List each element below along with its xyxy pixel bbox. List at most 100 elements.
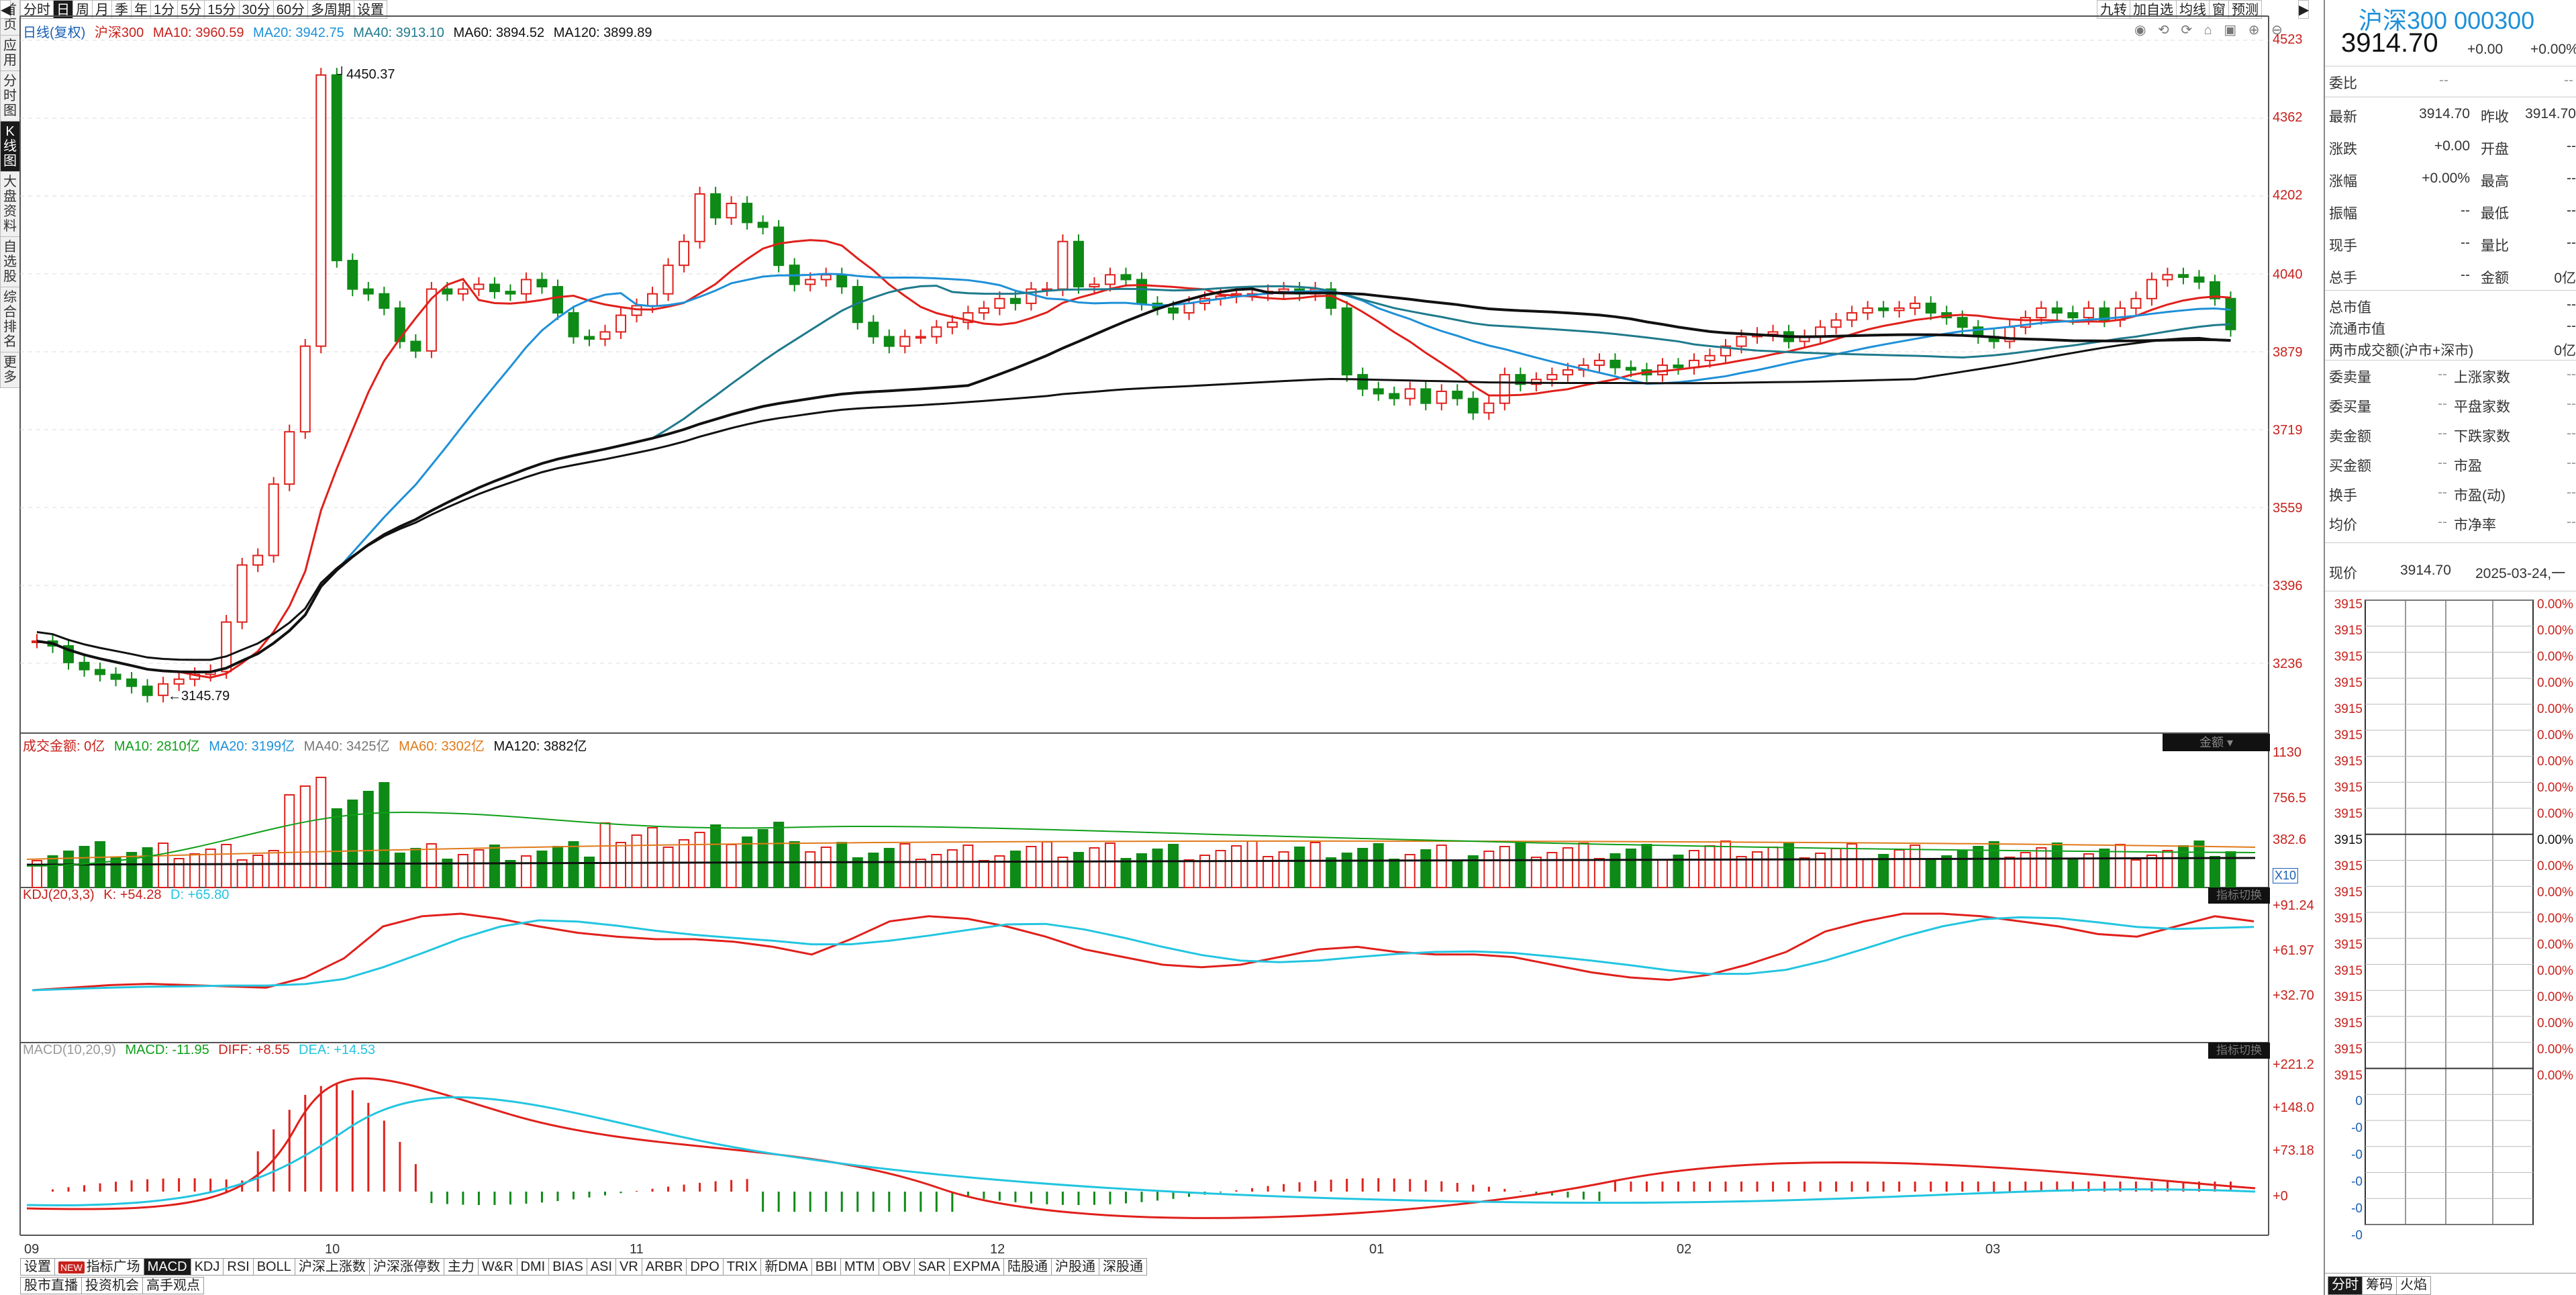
indicator-tab-16[interactable]: TRIX (723, 1258, 762, 1276)
indicator-tab-14[interactable]: ARBR (642, 1258, 687, 1276)
kdj-indicator-switch[interactable]: 指标切换 (2208, 888, 2270, 904)
mini-low-price-3: -0 (2351, 1175, 2363, 1189)
left-nav-item-1[interactable]: 应用 (0, 36, 20, 71)
left-nav-item-4[interactable]: 大盘资料 (0, 172, 20, 237)
volume-bar (1941, 855, 1952, 888)
volume-bar (1673, 855, 1684, 888)
bottom-tab-1[interactable]: 投资机会 (82, 1277, 143, 1294)
mini-price-16: 3915 (2334, 1016, 2363, 1030)
mini-low-price-0: 0 (2355, 1094, 2363, 1108)
nav-left-arrow-icon[interactable]: ◀ (0, 0, 11, 19)
candle (1057, 240, 1069, 290)
quote-c-value-1: -- (2438, 396, 2447, 412)
volume-bar (1262, 856, 1274, 888)
indicator-tab-4[interactable]: RSI (224, 1258, 254, 1276)
candle (679, 240, 690, 267)
macd-indicator-switch[interactable]: 指标切换 (2208, 1043, 2270, 1059)
indicator-tab-24[interactable]: 沪股通 (1051, 1258, 1099, 1276)
candle (110, 673, 121, 680)
indicator-tab-8[interactable]: 主力 (444, 1258, 479, 1276)
indicator-tab-9[interactable]: W&R (478, 1258, 517, 1276)
candle (362, 288, 374, 295)
volume-bar (221, 844, 232, 888)
nav-right-arrow-icon[interactable]: ▶ (2298, 0, 2309, 19)
quote-tab-1[interactable]: 筹码 (2363, 1276, 2397, 1295)
left-nav-item-7[interactable]: 更多 (0, 352, 20, 388)
candle (1009, 297, 1021, 304)
volume-bar (1152, 849, 1163, 888)
indicator-tab-label: 指标广场 (86, 1259, 140, 1274)
volume-bar (662, 847, 674, 888)
kline-chart (19, 15, 2269, 1236)
period-tab-5[interactable]: 年 (132, 0, 151, 19)
indicator-tab-10[interactable]: DMI (517, 1258, 550, 1276)
indicator-tab-18[interactable]: BBI (811, 1258, 842, 1276)
kdj-legend-label: KDJ(20,3,3) (23, 888, 95, 902)
candle (268, 483, 279, 557)
volume-bar (505, 860, 516, 888)
left-nav-item-5[interactable]: 自选股 (0, 237, 20, 287)
indicator-tab-11[interactable]: BIAS (549, 1258, 587, 1276)
candle (1089, 283, 1100, 288)
quote-a-label2-0: 昨收 (2481, 109, 2509, 125)
indicator-tab-25[interactable]: 深股通 (1099, 1258, 1147, 1276)
indicator-tab-label: 主力 (447, 1259, 475, 1274)
volume-bar (1452, 860, 1463, 888)
volume-bar (2036, 847, 2047, 888)
indicator-tab-5[interactable]: BOLL (253, 1258, 295, 1276)
ma-lines (36, 239, 2231, 679)
volume-type-select[interactable]: 金额 ▾ (2163, 734, 2270, 751)
indicator-tab-3[interactable]: KDJ (191, 1258, 224, 1276)
volume-bar (1326, 857, 1337, 888)
indicator-tab-label: W&R (481, 1259, 513, 1274)
chart-tool-icons[interactable]: ◉ ⟲ ⟳ ⌂ ▣ ⊕ ⊖ (2134, 23, 2287, 38)
quote-c-value2-5: -- (2567, 514, 2576, 530)
mini-pct-1: 0.00% (2537, 624, 2573, 638)
indicator-tab-21[interactable]: SAR (914, 1258, 950, 1276)
x-label-3: 12 (990, 1242, 1005, 1257)
left-nav-item-6[interactable]: 综合排名 (0, 287, 20, 352)
volume-bar (1720, 841, 1732, 888)
vol-legend-ma60: MA60: 3302亿 (399, 739, 485, 754)
indicator-tab-15[interactable]: DPO (687, 1258, 724, 1276)
bottom-tab-0[interactable]: 股市直播 (20, 1277, 82, 1294)
volume-bar (1026, 846, 1037, 888)
quote-title: 沪深300 000300 (2359, 7, 2535, 34)
candle (2083, 307, 2094, 319)
quote-c-label2-5: 市净率 (2454, 518, 2496, 533)
volume-bar (426, 843, 437, 888)
indicator-tab-17[interactable]: 新DMA (761, 1258, 812, 1276)
kdj-lines (32, 912, 2255, 992)
indicator-tab-1[interactable]: NEW 指标广场 (55, 1258, 144, 1276)
indicator-tab-7[interactable]: 沪深涨停数 (369, 1258, 444, 1276)
quote-tab-0[interactable]: 分时 (2328, 1276, 2363, 1295)
candle (2036, 307, 2047, 319)
high-annotation: ┘4450.37 (337, 67, 395, 82)
indicator-tab-13[interactable]: VR (616, 1258, 642, 1276)
indicator-tab-12[interactable]: ASI (587, 1258, 617, 1276)
mini-timeshare-chart (2365, 599, 2534, 1225)
candle (931, 326, 942, 338)
mini-price-1: 3915 (2334, 624, 2363, 638)
left-nav-item-3[interactable]: K线图 (0, 122, 20, 172)
indicator-tab-23[interactable]: 陆股通 (1003, 1258, 1052, 1276)
macd_axis-tick-0: +221.2 (2273, 1057, 2314, 1072)
volume-bar (63, 851, 75, 888)
left-nav-item-2[interactable]: 分时图 (0, 71, 20, 122)
volume-bar (1499, 846, 1510, 888)
bottom-tab-2[interactable]: 高手观点 (143, 1277, 204, 1294)
ma20-line (36, 273, 2231, 673)
high-value: 4450.37 (346, 67, 395, 82)
indicator-tab-label: SAR (918, 1259, 946, 1274)
volume-bar (2146, 855, 2157, 888)
indicator-tab-label: 深股通 (1102, 1259, 1143, 1274)
indicator-tab-20[interactable]: OBV (879, 1258, 915, 1276)
candle (1673, 364, 1684, 369)
indicator-tab-22[interactable]: EXPMA (949, 1258, 1004, 1276)
indicator-tab-6[interactable]: 沪深上涨数 (295, 1258, 370, 1276)
volume-bar (1373, 843, 1384, 888)
indicator-tab-2[interactable]: MACD (144, 1258, 191, 1276)
indicator-tab-0[interactable]: 设置 (20, 1258, 55, 1276)
quote-tab-2[interactable]: 火焰 (2397, 1276, 2431, 1295)
indicator-tab-19[interactable]: MTM (841, 1258, 879, 1276)
